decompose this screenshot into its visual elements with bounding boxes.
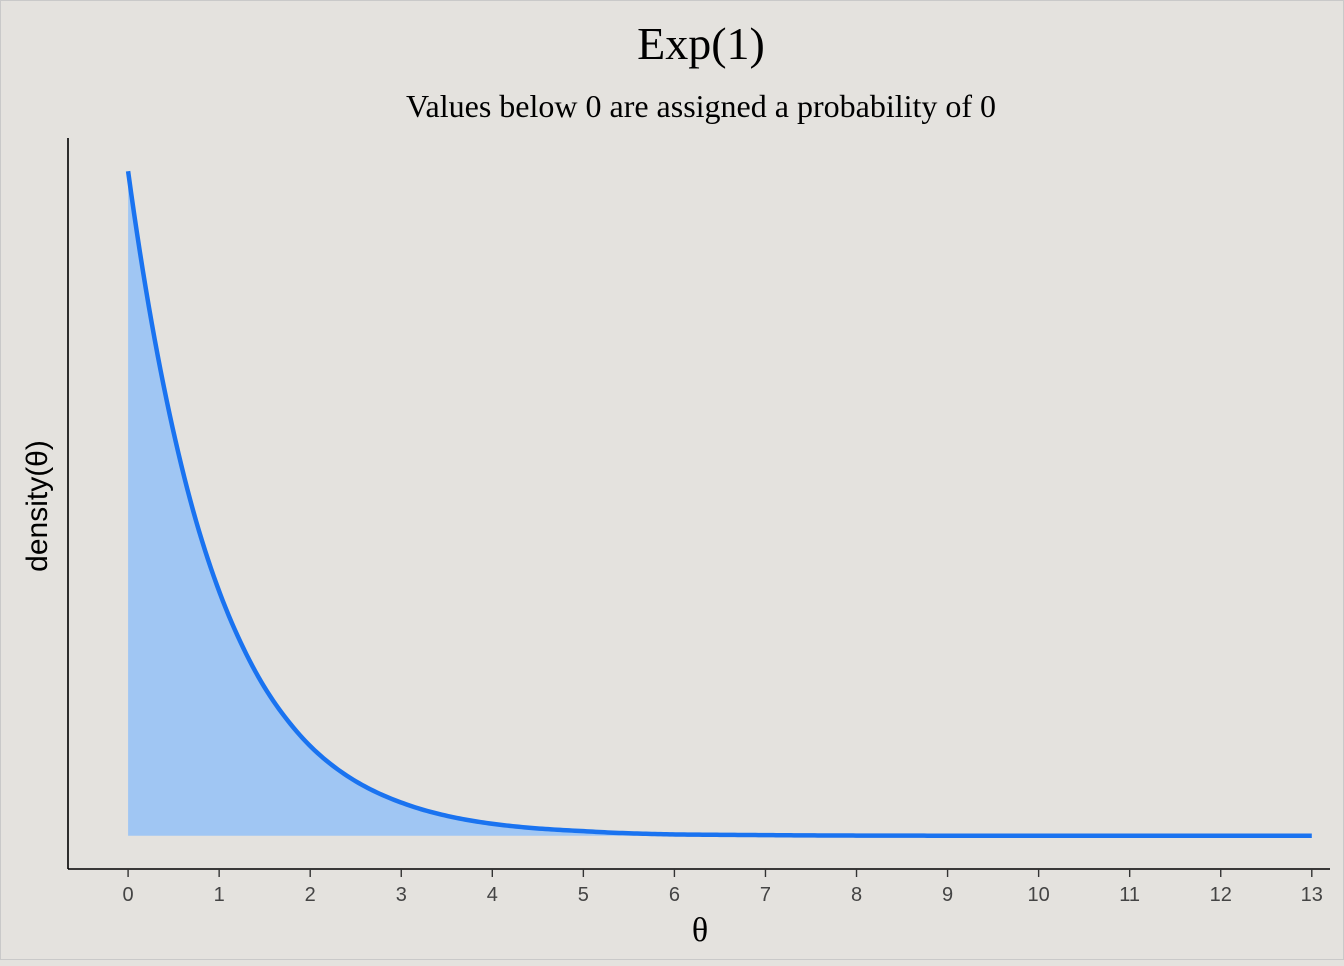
plot-area [125,170,1312,839]
density-line [125,170,1312,839]
x-tick-label: 5 [578,884,589,906]
x-tick-label: 6 [669,884,680,906]
x-tick-label: 10 [1028,884,1050,906]
x-tick-label: 2 [305,884,316,906]
x-axis-label: θ [692,912,708,949]
x-tick-label: 4 [487,884,498,906]
x-tick-label: 7 [760,884,771,906]
x-tick-label: 11 [1119,884,1140,906]
x-tick-label: 8 [851,884,862,906]
x-tick-label: 9 [942,884,953,906]
x-tick-label: 1 [214,884,225,906]
x-axis-ticks: 0 1 2 3 4 5 6 7 8 9 10 11 12 13 [123,869,1323,906]
x-tick-label: 3 [396,884,407,906]
x-tick-label: 0 [123,884,134,906]
y-axis-label: density(θ) [21,440,54,572]
chart-subtitle: Values below 0 are assigned a probabilit… [406,88,996,124]
density-area-fill [128,171,1312,836]
chart-title: Exp(1) [637,18,765,69]
x-tick-label: 12 [1210,884,1232,906]
x-tick-label: 13 [1301,884,1323,906]
